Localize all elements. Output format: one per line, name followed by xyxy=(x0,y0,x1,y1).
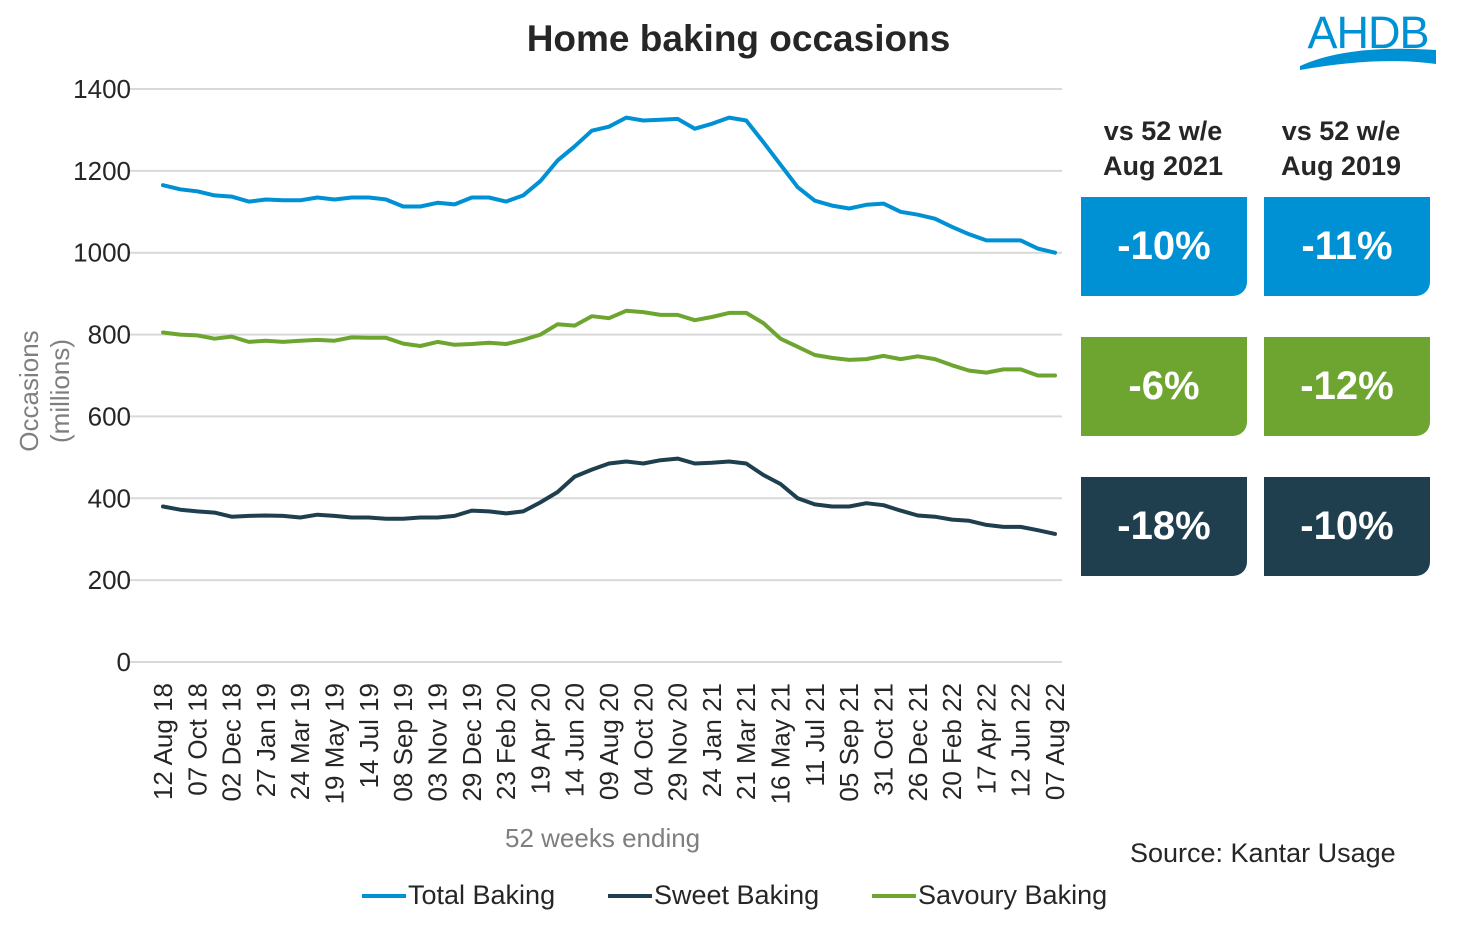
x-tick-label: 24 Jan 21 xyxy=(697,683,727,797)
x-tick-label: 26 Dec 21 xyxy=(903,683,933,802)
x-tick-label: 21 Mar 21 xyxy=(731,683,761,800)
sweet-vs-2019-badge: -10% xyxy=(1264,477,1430,576)
header-line: Aug 2019 xyxy=(1280,151,1402,181)
y-axis-title: Occasions (millions) xyxy=(14,330,75,452)
savoury-vs-2019-badge: -12% xyxy=(1264,337,1430,436)
x-tick-label: 12 Aug 18 xyxy=(148,683,178,800)
x-tick-label: 07 Aug 22 xyxy=(1040,683,1070,800)
legend-label: Total Baking xyxy=(408,880,556,910)
y-tick-label: 1000 xyxy=(73,238,131,268)
y-tick-label: 1400 xyxy=(73,74,131,104)
legend-swatch xyxy=(362,893,406,898)
x-tick-label: 16 May 21 xyxy=(766,683,796,804)
series-line-total-baking xyxy=(161,115,1057,255)
x-tick-label: 04 Oct 20 xyxy=(628,683,658,796)
legend-item-savoury: Savoury Baking xyxy=(872,880,1107,911)
legend-label: Savoury Baking xyxy=(918,880,1108,910)
x-tick-label: 19 May 19 xyxy=(320,683,350,804)
x-tick-label: 27 Jan 19 xyxy=(251,683,281,797)
series-line-savoury-baking xyxy=(161,308,1057,378)
y-tick-label: 0 xyxy=(117,647,131,677)
x-tick-label: 29 Dec 19 xyxy=(457,683,487,802)
x-tick-label: 14 Jul 19 xyxy=(354,683,384,789)
x-tick-label: 20 Feb 22 xyxy=(937,683,967,800)
y-tick-label: 800 xyxy=(88,320,131,350)
x-tick-label: 23 Feb 20 xyxy=(491,683,521,800)
sweet-vs-2021-badge: -18% xyxy=(1081,477,1247,576)
total-vs-2019-badge: -11% xyxy=(1264,197,1430,296)
y-tick-label: 200 xyxy=(88,565,131,595)
header-line: Aug 2021 xyxy=(1102,151,1224,181)
column-header-2021: vs 52 w/e Aug 2021 xyxy=(1078,114,1248,184)
column-header-2019: vs 52 w/e Aug 2019 xyxy=(1256,114,1426,184)
x-tick-label: 11 Jul 21 xyxy=(800,683,830,787)
x-tick-label: 12 Jun 22 xyxy=(1006,683,1036,797)
legend-item-sweet: Sweet Baking xyxy=(608,880,819,911)
chart-title: Home baking occasions xyxy=(526,18,951,59)
legend-item-total: Total Baking xyxy=(362,880,555,911)
series-line-sweet-baking xyxy=(161,456,1057,536)
x-tick-label: 05 Sep 21 xyxy=(834,683,864,802)
ahdb-logo: AHDB xyxy=(1300,7,1436,70)
x-tick-label: 08 Sep 19 xyxy=(388,683,418,802)
x-axis-title: 52 weeks ending xyxy=(505,823,701,853)
savoury-vs-2021-badge: -6% xyxy=(1081,337,1247,436)
x-tick-label: 09 Aug 20 xyxy=(594,683,624,800)
y-tick-label: 600 xyxy=(88,401,131,431)
x-tick-label: 24 Mar 19 xyxy=(285,683,315,800)
legend-swatch xyxy=(872,893,916,898)
legend-label: Sweet Baking xyxy=(654,880,820,910)
x-tick-label: 07 Oct 18 xyxy=(182,683,212,796)
x-tick-label: 31 Oct 21 xyxy=(868,683,898,796)
legend-swatch xyxy=(608,893,652,898)
x-tick-label: 03 Nov 19 xyxy=(422,683,452,802)
header-line: vs 52 w/e xyxy=(1281,116,1401,146)
x-tick-label: 02 Dec 18 xyxy=(217,683,247,802)
total-vs-2021-badge: -10% xyxy=(1081,197,1247,296)
y-tick-label: 400 xyxy=(88,483,131,513)
header-line: vs 52 w/e xyxy=(1103,116,1223,146)
source-note: Source: Kantar Usage xyxy=(1130,838,1396,868)
x-tick-label: 14 Jun 20 xyxy=(560,683,590,797)
x-tick-label: 19 Apr 20 xyxy=(525,683,555,794)
y-tick-label: 1200 xyxy=(73,156,131,186)
x-tick-label: 29 Nov 20 xyxy=(663,683,693,802)
x-tick-label: 17 Apr 22 xyxy=(971,683,1001,794)
